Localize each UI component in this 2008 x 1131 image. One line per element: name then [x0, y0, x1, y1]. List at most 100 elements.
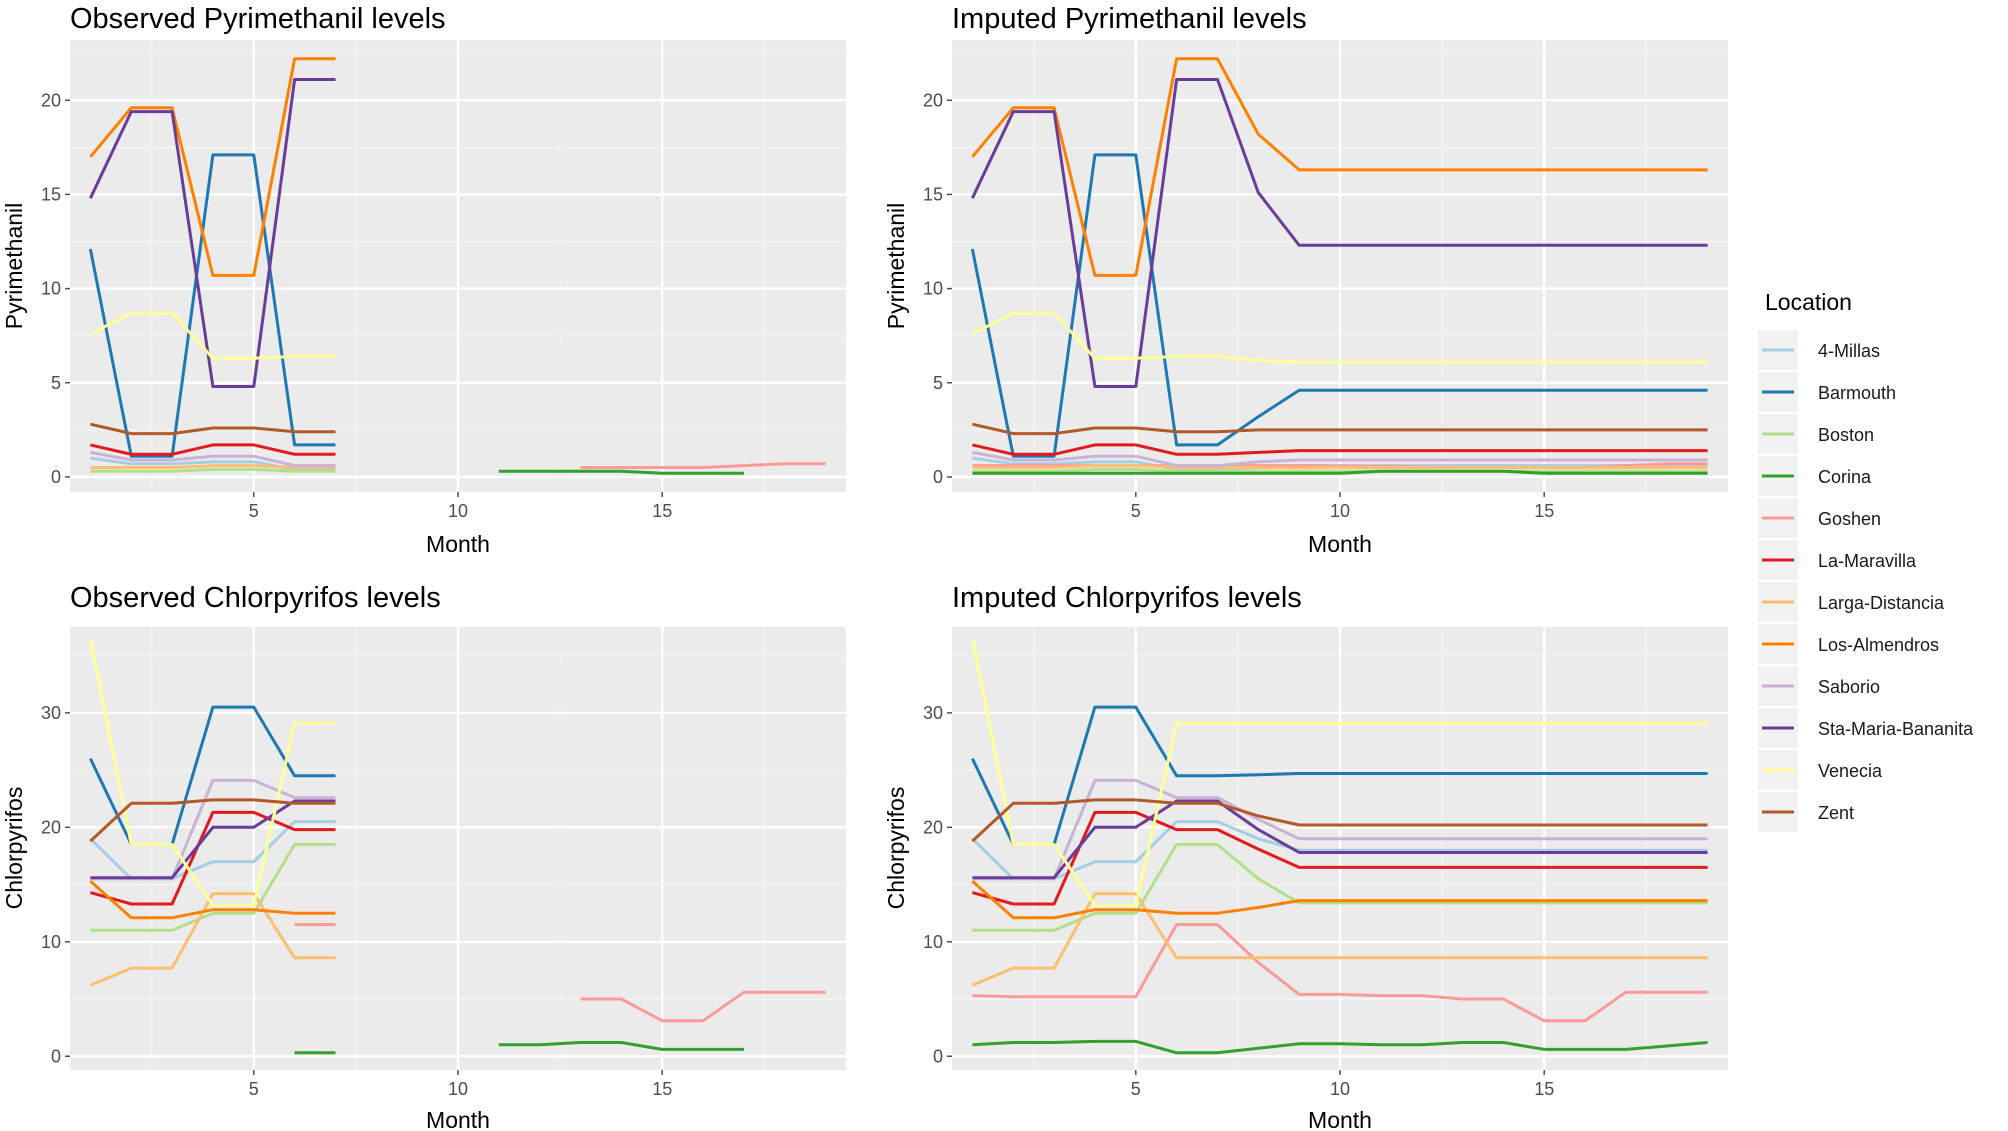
legend-item: Saborio [1758, 666, 1880, 706]
series-line-los-almendros [971, 57, 1708, 277]
legend-item: Sta-Maria-Bananita [1758, 708, 1974, 748]
legend-item: Goshen [1758, 498, 1881, 538]
series-line-4-millas [90, 456, 336, 471]
legend-item: Larga-Distancia [1758, 582, 1945, 622]
panel-title: Observed Pyrimethanil levels [70, 3, 446, 35]
legend-label: Larga-Distancia [1818, 593, 1945, 613]
legend-label: Los-Almendros [1818, 635, 1939, 655]
legend-label: Zent [1818, 803, 1854, 823]
x-tick-label: 10 [1330, 1079, 1350, 1099]
legend-label: 4-Millas [1818, 341, 1880, 361]
x-tick-label: 15 [1534, 1079, 1554, 1099]
legend-item: 4-Millas [1758, 330, 1880, 370]
series-line-corina [498, 469, 744, 475]
x-axis-title: Month [1308, 1107, 1372, 1131]
panel-imputed-chlorpyrifos: Imputed Chlorpyrifos levels 5 10 15 0 10 20 30… [883, 582, 1728, 1131]
series-line-larga-distancia [971, 892, 1708, 987]
x-tick-label: 5 [249, 1079, 259, 1099]
series-line-la-maravilla [90, 443, 336, 456]
series-line-goshen [972, 923, 1708, 1023]
series-line-zent [90, 422, 336, 436]
y-axis-title: Pyrimethanil [883, 203, 909, 330]
x-tick-label: 5 [1131, 1079, 1141, 1099]
y-tick-label: 0 [51, 1046, 61, 1066]
x-axis-title: Month [426, 531, 490, 557]
y-axis-title: Chlorpyrifos [883, 787, 909, 910]
legend-label: Barmouth [1818, 383, 1896, 403]
series-line-los-almendros [971, 879, 1708, 920]
legend-label: Goshen [1818, 509, 1881, 529]
series-line-los-almendros [89, 57, 336, 277]
legend-title: Location [1765, 289, 1852, 315]
y-tick-label: 10 [41, 932, 61, 952]
y-tick-label: 20 [41, 90, 61, 110]
y-tick-label: 20 [923, 817, 943, 837]
y-tick-label: 0 [51, 467, 61, 487]
series-line-la-maravilla [972, 443, 1708, 456]
series-line-larga-distancia [972, 464, 1708, 469]
legend-label: La-Maravilla [1818, 551, 1917, 571]
x-tick-label: 15 [652, 501, 672, 521]
y-tick-label: 30 [41, 703, 61, 723]
series-line-corina [498, 1041, 744, 1051]
series-line-la-maravilla [89, 810, 336, 906]
y-tick-label: 5 [51, 373, 61, 393]
y-tick-label: 0 [933, 467, 943, 487]
y-tick-label: 15 [41, 184, 61, 204]
x-tick-label: 10 [448, 501, 468, 521]
panel-imputed-pyrimethanil: Imputed Pyrimethanil levels 5 10 15 0 5 10 15 2… [883, 3, 1728, 557]
series-line-goshen [580, 990, 826, 1023]
legend-item: Zent [1758, 792, 1854, 832]
panel-title: Imputed Chlorpyrifos levels [952, 582, 1302, 614]
series-line-boston [972, 843, 1708, 932]
legend-label: Corina [1818, 467, 1872, 487]
x-tick-label: 15 [652, 1079, 672, 1099]
x-tick-label: 5 [249, 501, 259, 521]
panel-title: Imputed Pyrimethanil levels [952, 3, 1307, 35]
legend-item: Los-Almendros [1758, 624, 1939, 664]
x-axis-title: Month [426, 1107, 490, 1131]
series-line-sta-maria-bananita [971, 78, 1708, 388]
series-line-sta-maria-bananita [89, 78, 336, 388]
series-line-zent [971, 798, 1708, 843]
y-tick-label: 10 [41, 279, 61, 299]
y-tick-label: 20 [923, 90, 943, 110]
series-line-larga-distancia [90, 464, 336, 469]
series-line-corina [972, 1039, 1708, 1055]
x-tick-label: 15 [1534, 501, 1554, 521]
legend-item: Barmouth [1758, 372, 1896, 412]
series-line-corina [972, 469, 1708, 475]
y-tick-label: 30 [923, 703, 943, 723]
x-tick-label: 5 [1131, 501, 1141, 521]
legend-item: Boston [1758, 414, 1874, 454]
series-line-venecia [88, 638, 336, 907]
legend-label: Venecia [1818, 761, 1883, 781]
legend: Location 4-Millas Barmouth Boston Corina Gos… [1758, 289, 1974, 832]
legend-label: Saborio [1818, 677, 1880, 697]
series-line-saborio [90, 450, 336, 468]
x-tick-label: 10 [448, 1079, 468, 1099]
series-line-barmouth [88, 153, 336, 458]
series-line-boston [90, 843, 336, 932]
series-line-larga-distancia [89, 892, 336, 987]
x-axis-title: Month [1308, 531, 1372, 557]
legend-label: Boston [1818, 425, 1874, 445]
y-tick-label: 15 [923, 184, 943, 204]
y-tick-label: 10 [923, 932, 943, 952]
series-line-goshen [580, 462, 826, 469]
legend-label: Sta-Maria-Bananita [1818, 719, 1974, 739]
y-tick-label: 20 [41, 817, 61, 837]
y-axis-title: Pyrimethanil [1, 203, 27, 330]
series-line-zent [89, 798, 336, 843]
legend-item: La-Maravilla [1758, 540, 1917, 580]
series-line-saborio [972, 450, 1708, 468]
series-line-boston [90, 467, 336, 473]
series-line-los-almendros [89, 879, 336, 920]
legend-item: Venecia [1758, 750, 1883, 790]
panel-observed-pyrimethanil: Observed Pyrimethanil levels 5 10 15 0 5 10 15… [1, 3, 846, 557]
x-tick-label: 10 [1330, 501, 1350, 521]
y-tick-label: 5 [933, 373, 943, 393]
series-line-venecia [970, 638, 1708, 907]
series-line-boston [972, 467, 1708, 473]
